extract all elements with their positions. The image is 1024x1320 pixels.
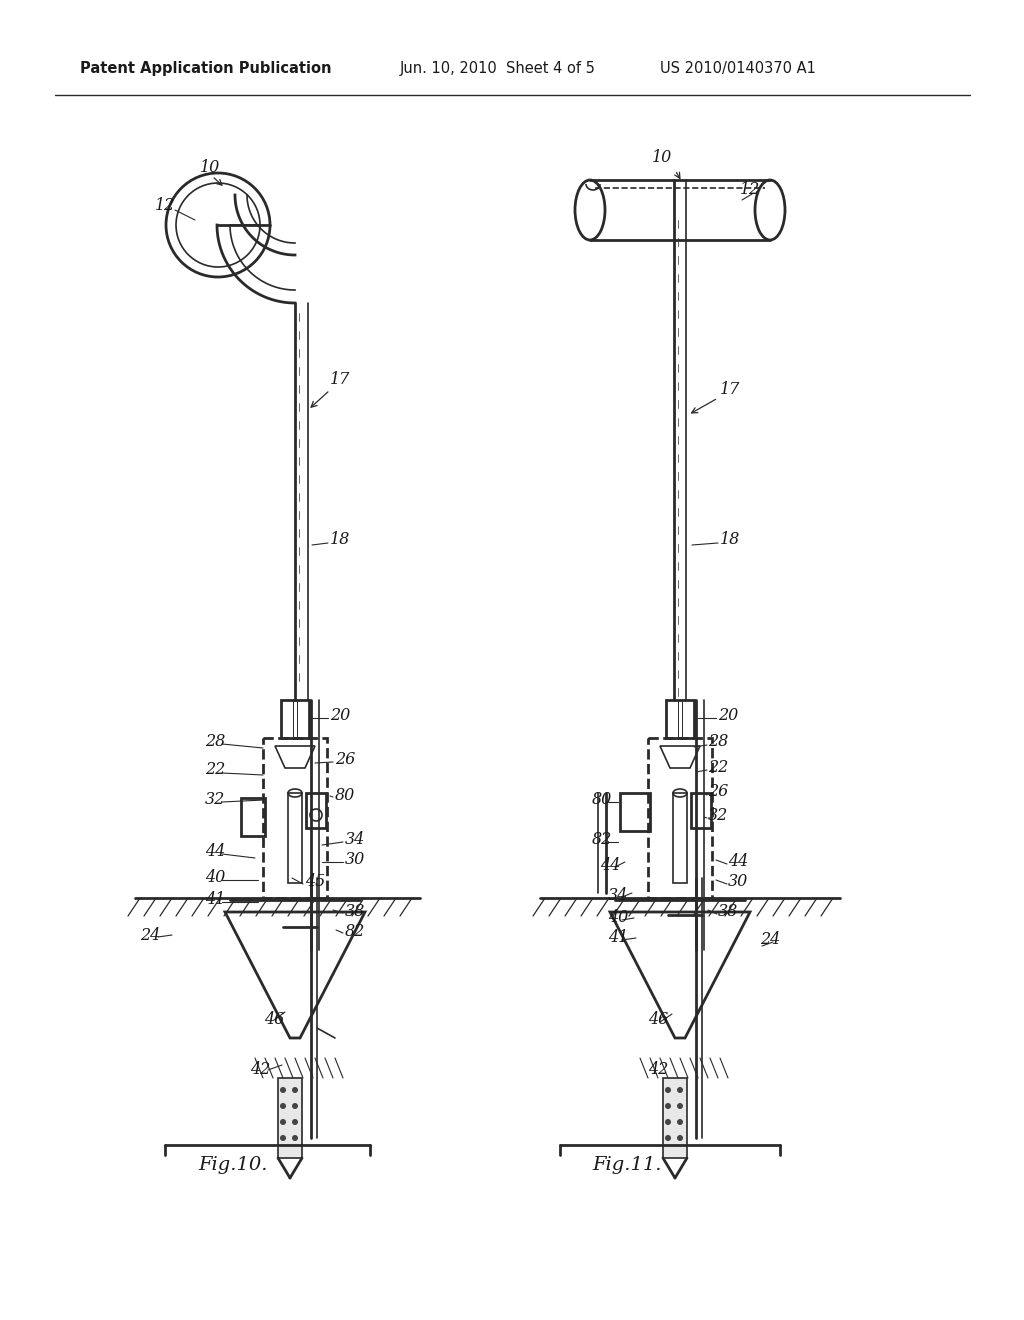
Text: 41: 41 xyxy=(205,891,225,908)
Bar xyxy=(666,700,694,738)
Text: 38: 38 xyxy=(345,903,366,920)
Bar xyxy=(281,700,309,738)
Text: 40: 40 xyxy=(608,909,629,927)
Circle shape xyxy=(292,1119,298,1125)
Text: 28: 28 xyxy=(205,734,225,751)
Circle shape xyxy=(677,1119,683,1125)
Circle shape xyxy=(292,1135,298,1140)
Circle shape xyxy=(280,1104,286,1109)
Text: 26: 26 xyxy=(335,751,355,768)
Text: Jun. 10, 2010  Sheet 4 of 5: Jun. 10, 2010 Sheet 4 of 5 xyxy=(400,61,596,75)
Bar xyxy=(648,738,712,898)
Text: 26: 26 xyxy=(708,784,728,800)
Circle shape xyxy=(280,1086,286,1093)
Bar xyxy=(288,793,302,883)
Circle shape xyxy=(677,1086,683,1093)
Text: 18: 18 xyxy=(330,532,350,549)
Circle shape xyxy=(280,1119,286,1125)
Circle shape xyxy=(292,1104,298,1109)
Text: 12: 12 xyxy=(155,197,175,214)
Text: 42: 42 xyxy=(250,1061,270,1078)
Text: 22: 22 xyxy=(205,762,225,779)
Text: 34: 34 xyxy=(345,832,366,849)
Text: 46: 46 xyxy=(264,1011,285,1028)
Text: 82: 82 xyxy=(345,924,366,940)
Text: 28: 28 xyxy=(708,734,728,751)
Bar xyxy=(306,793,326,828)
Text: Fig.11.: Fig.11. xyxy=(592,1156,662,1173)
Text: 41: 41 xyxy=(608,929,629,946)
Text: 32: 32 xyxy=(708,808,728,825)
Bar xyxy=(620,793,650,832)
Text: 30: 30 xyxy=(345,851,366,869)
Text: 12: 12 xyxy=(740,181,760,198)
Text: US 2010/0140370 A1: US 2010/0140370 A1 xyxy=(660,61,816,75)
Text: 45: 45 xyxy=(305,874,326,891)
Text: 17: 17 xyxy=(720,381,740,399)
Text: 82: 82 xyxy=(592,832,612,849)
Bar xyxy=(241,799,265,836)
Bar xyxy=(278,1078,302,1158)
Circle shape xyxy=(280,1135,286,1140)
Text: 10: 10 xyxy=(200,160,220,177)
Text: 40: 40 xyxy=(205,870,225,887)
Circle shape xyxy=(665,1086,671,1093)
Text: 34: 34 xyxy=(608,887,629,903)
Text: 10: 10 xyxy=(652,149,672,166)
Text: 38: 38 xyxy=(718,903,738,920)
Text: 32: 32 xyxy=(205,792,225,808)
Bar xyxy=(691,793,711,828)
Text: 80: 80 xyxy=(335,787,355,804)
Text: 80: 80 xyxy=(592,792,612,808)
Bar xyxy=(263,738,327,898)
Text: 18: 18 xyxy=(720,532,740,549)
Text: 46: 46 xyxy=(648,1011,669,1028)
Circle shape xyxy=(665,1104,671,1109)
Text: Patent Application Publication: Patent Application Publication xyxy=(80,61,332,75)
Circle shape xyxy=(292,1086,298,1093)
Text: 20: 20 xyxy=(330,706,350,723)
Text: 22: 22 xyxy=(708,759,728,776)
Circle shape xyxy=(677,1104,683,1109)
Text: 44: 44 xyxy=(205,843,225,861)
Text: 44: 44 xyxy=(728,854,749,870)
Text: 24: 24 xyxy=(760,932,780,949)
Text: 42: 42 xyxy=(648,1061,669,1078)
Text: 30: 30 xyxy=(728,874,749,891)
Text: Fig.10.: Fig.10. xyxy=(198,1156,267,1173)
Text: 44: 44 xyxy=(600,857,621,874)
Circle shape xyxy=(677,1135,683,1140)
Text: 20: 20 xyxy=(718,706,738,723)
Text: 24: 24 xyxy=(140,927,160,944)
Circle shape xyxy=(665,1135,671,1140)
Text: 17: 17 xyxy=(330,371,350,388)
Circle shape xyxy=(665,1119,671,1125)
Bar xyxy=(673,793,687,883)
Bar xyxy=(663,1078,687,1158)
